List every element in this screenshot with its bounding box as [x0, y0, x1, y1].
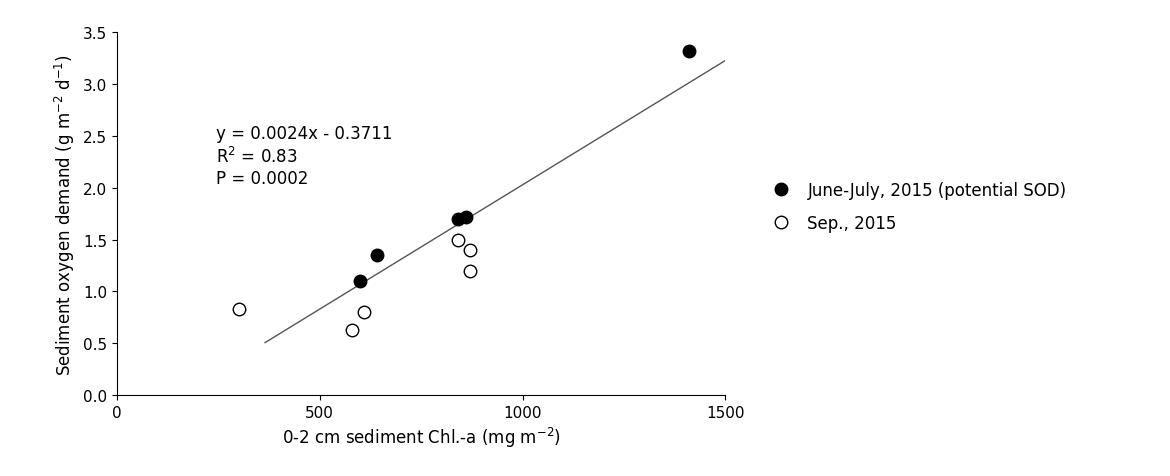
Point: [448, 236, 467, 244]
Text: P = 0.0002: P = 0.0002: [216, 170, 309, 188]
X-axis label: 0-2 cm sediment Chl.-a (mg m$^{-2}$): 0-2 cm sediment Chl.-a (mg m$^{-2}$): [282, 425, 560, 449]
Point: [456, 214, 475, 221]
Point: [367, 252, 386, 259]
Point: [461, 267, 480, 275]
Point: [355, 308, 373, 316]
Point: [229, 306, 248, 313]
Point: [461, 247, 480, 254]
Point: [680, 48, 698, 56]
Point: [343, 326, 362, 334]
Point: [351, 278, 370, 285]
Legend: June-July, 2015 (potential SOD), Sep., 2015: June-July, 2015 (potential SOD), Sep., 2…: [764, 181, 1067, 232]
Text: y = 0.0024x - 0.3711: y = 0.0024x - 0.3711: [216, 124, 393, 142]
Y-axis label: Sediment oxygen demand (g m$^{-2}$ d$^{-1}$): Sediment oxygen demand (g m$^{-2}$ d$^{-…: [54, 54, 77, 375]
Point: [448, 216, 467, 223]
Text: R$^{2}$ = 0.83: R$^{2}$ = 0.83: [216, 147, 297, 167]
